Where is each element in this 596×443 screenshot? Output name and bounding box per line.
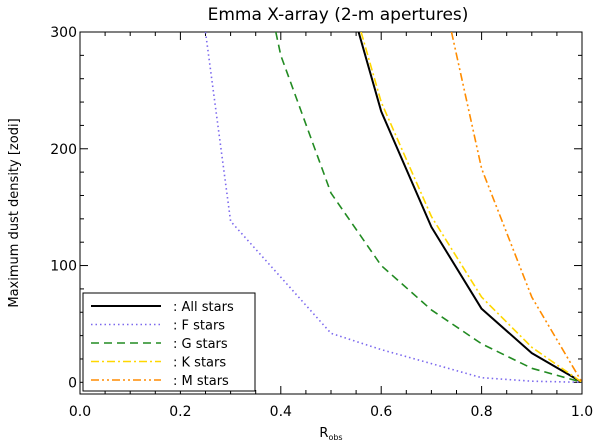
y-tick-label: 100: [50, 259, 77, 275]
x-tick-label: 0.0: [69, 404, 91, 420]
series-line: [450, 32, 582, 383]
x-tick-label: 0.6: [370, 404, 392, 420]
x-tick-label: 0.4: [270, 404, 292, 420]
legend-label: : K stars: [173, 356, 226, 371]
series-line: [204, 32, 582, 384]
x-tick-label: 1.0: [571, 404, 593, 420]
chart-title: Emma X-array (2-m apertures): [208, 5, 469, 25]
x-tick-label: 0.2: [169, 404, 191, 420]
y-axis-label: Maximum dust density [zodi]: [7, 118, 22, 307]
legend-box: [82, 292, 256, 392]
legend-label: : All stars: [173, 300, 234, 315]
legend-label: : F stars: [173, 319, 225, 334]
legend-label: : M stars: [173, 374, 229, 389]
x-axis: 0.0 0.2 0.4 0.6 0.8 1.0: [69, 32, 593, 420]
series-line: [357, 32, 582, 384]
x-axis-label: Robs: [319, 426, 342, 442]
y-axis: 0 100 200 300: [50, 25, 582, 391]
series-layer: [204, 32, 582, 384]
y-tick-label: 300: [50, 25, 77, 41]
series-line: [360, 32, 582, 383]
y-tick-label: 0: [68, 375, 77, 391]
x-axis-label-main: R: [319, 426, 328, 441]
x-axis-label-subscript: obs: [328, 433, 342, 442]
x-tick-label: 0.8: [470, 404, 492, 420]
legend: : All stars : F stars : G stars : K stars : …: [82, 292, 256, 392]
y-tick-label: 200: [50, 142, 77, 158]
series-line: [275, 32, 582, 384]
legend-label: : G stars: [173, 337, 228, 352]
